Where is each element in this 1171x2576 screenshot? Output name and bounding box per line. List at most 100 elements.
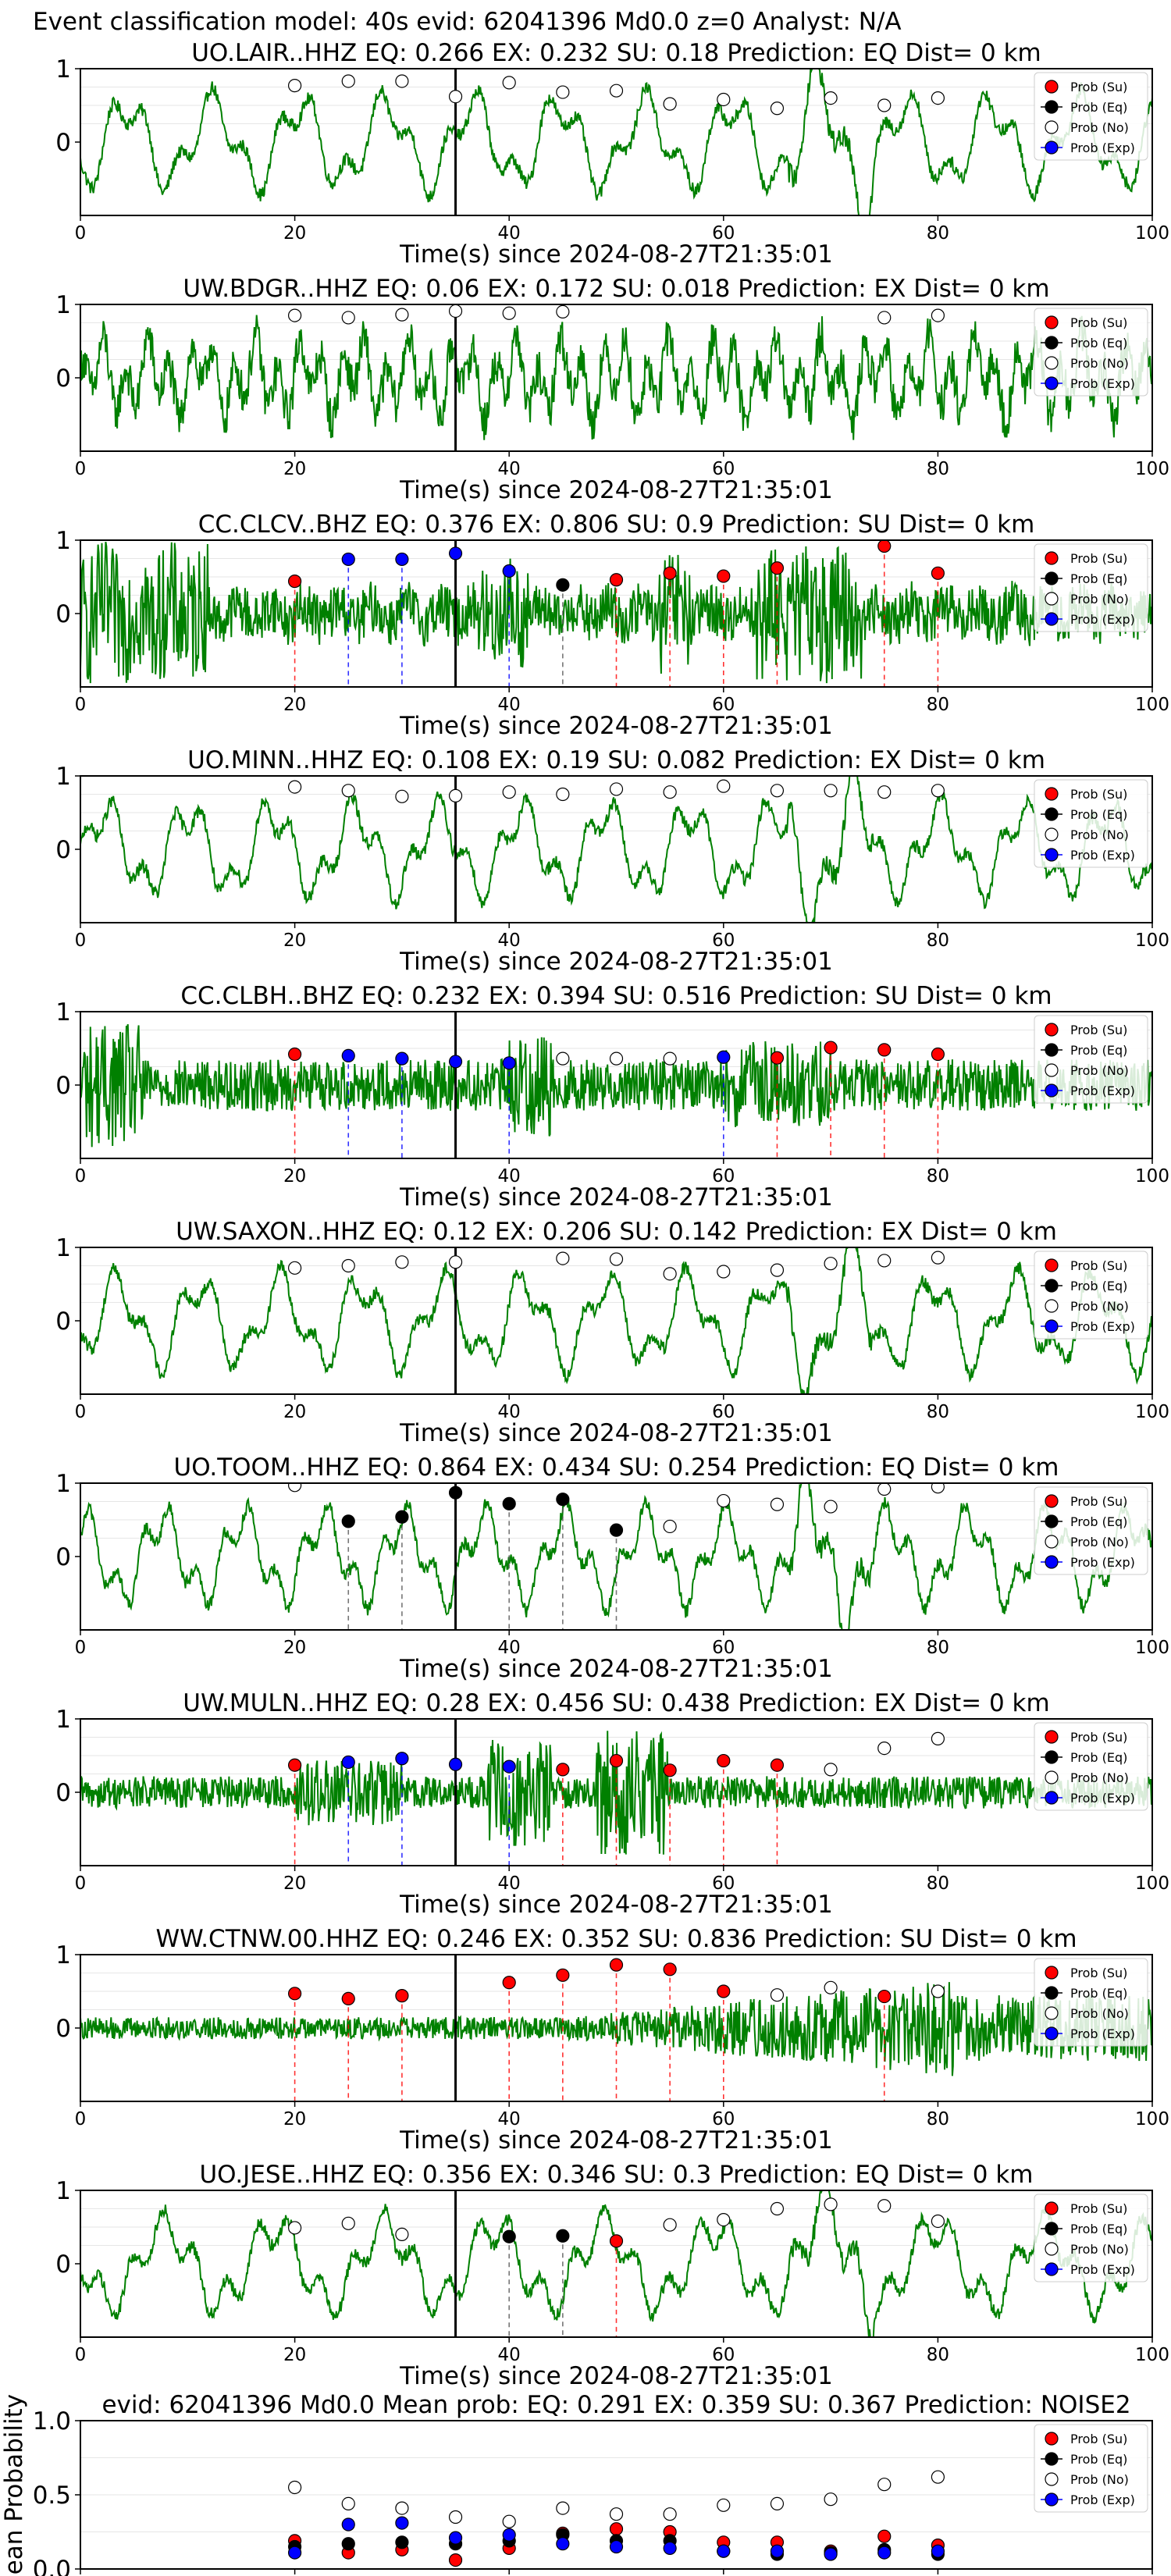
legend-marker-eq xyxy=(1045,571,1059,585)
x-tick-label: 60 xyxy=(712,1638,735,1658)
legend-box xyxy=(1034,2194,1148,2282)
mean-point-no xyxy=(770,2496,785,2510)
x-tick-label: 60 xyxy=(712,1166,735,1187)
legend-marker-exp xyxy=(1045,376,1059,390)
legend: Prob (Su) Prob (Eq) Prob (No) Prob (Exp) xyxy=(1034,1251,1148,1340)
x-tick-label: 20 xyxy=(283,1638,306,1658)
legend-marker-exp xyxy=(1045,2492,1059,2507)
legend-label: Prob (Eq) xyxy=(1070,1750,1127,1765)
mean-point-no xyxy=(877,2478,892,2492)
prob-point-su xyxy=(717,1753,731,1768)
prob-point-no xyxy=(824,1980,838,1994)
prob-point-su xyxy=(770,561,785,575)
prob-point-no xyxy=(824,1763,838,1777)
y-tick-label: 1 xyxy=(55,1234,71,1262)
prob-point-exp xyxy=(395,1752,409,1766)
x-tick-label: 40 xyxy=(498,2345,521,2365)
prob-point-su xyxy=(288,1758,302,1772)
legend-label: Prob (Exp) xyxy=(1070,2492,1135,2507)
legend-marker-no xyxy=(1045,2472,1059,2486)
y-tick-label: 0 xyxy=(55,836,71,864)
x-tick-label: 100 xyxy=(1135,459,1169,479)
waveform-trace xyxy=(80,776,1152,923)
x-tick-label: 80 xyxy=(927,459,949,479)
prob-point-no xyxy=(931,784,945,798)
legend-box xyxy=(1034,1015,1148,1104)
legend-marker-eq xyxy=(1045,1514,1059,1528)
prob-point-eq xyxy=(556,2229,570,2243)
legend-marker-no xyxy=(1045,1770,1059,1784)
mean-point-no xyxy=(341,2496,355,2510)
prob-point-no xyxy=(341,1258,355,1273)
prob-point-eq xyxy=(448,1485,463,1500)
plot-area xyxy=(80,1247,1152,1394)
panel-title: CC.CLBH..BHZ EQ: 0.232 EX: 0.394 SU: 0.5… xyxy=(180,982,1052,1010)
prob-point-exp xyxy=(717,1050,731,1064)
prob-point-eq xyxy=(609,1523,624,1537)
prob-point-no xyxy=(877,1254,892,1268)
legend-label: Prob (No) xyxy=(1070,827,1129,842)
panel-title: WW.CTNW.00.HHZ EQ: 0.246 EX: 0.352 SU: 0… xyxy=(155,1925,1077,1953)
x-tick-label: 40 xyxy=(498,459,521,479)
x-axis-label: Time(s) since 2024-08-27T21:35:01 xyxy=(399,2362,833,2390)
legend-label: Prob (No) xyxy=(1070,356,1129,371)
mean-point-no xyxy=(609,2507,624,2521)
legend-box xyxy=(1034,1722,1148,1811)
mean-point-no xyxy=(931,2470,945,2484)
x-tick-label: 60 xyxy=(712,2345,735,2365)
station-panel: UO.JESE..HHZ EQ: 0.356 EX: 0.346 SU: 0.3… xyxy=(55,2161,1169,2390)
legend-marker-eq xyxy=(1045,336,1059,350)
x-tick-label: 20 xyxy=(283,695,306,715)
x-axis-label: Time(s) since 2024-08-27T21:35:01 xyxy=(399,2126,833,2154)
legend: Prob (Su) Prob (Eq) Prob (No) Prob (Exp) xyxy=(1034,543,1148,632)
x-tick-label: 0 xyxy=(75,1166,87,1187)
legend-box xyxy=(1034,2424,1148,2513)
legend-label: Prob (Su) xyxy=(1070,1730,1127,1745)
axes-frame xyxy=(80,775,1153,923)
legend-label: Prob (Su) xyxy=(1070,1494,1127,1509)
x-tick-label: 100 xyxy=(1135,2109,1169,2129)
x-tick-label: 20 xyxy=(283,930,306,951)
x-tick-label: 40 xyxy=(498,1873,521,1894)
x-tick-label: 20 xyxy=(283,223,306,244)
x-tick-label: 40 xyxy=(498,1402,521,1422)
legend-marker-exp xyxy=(1045,1319,1059,1333)
prob-point-exp xyxy=(341,1755,355,1770)
prob-point-no xyxy=(395,1255,409,1269)
legend-marker-no xyxy=(1045,1299,1059,1313)
legend-label: Prob (Su) xyxy=(1070,787,1127,802)
station-panel: UO.MINN..HHZ EQ: 0.108 EX: 0.19 SU: 0.08… xyxy=(55,746,1169,976)
prob-point-no xyxy=(877,1742,892,1756)
prob-point-no xyxy=(770,784,785,798)
x-tick-label: 100 xyxy=(1135,695,1169,715)
x-tick-label: 60 xyxy=(712,930,735,951)
prob-point-no xyxy=(502,306,516,320)
x-tick-label: 100 xyxy=(1135,1166,1169,1187)
x-axis-label: Time(s) since 2024-08-27T21:35:01 xyxy=(399,1655,833,1683)
prob-point-no xyxy=(341,74,355,88)
legend-label: Prob (Eq) xyxy=(1070,1514,1127,1529)
legend-label: Prob (No) xyxy=(1070,592,1129,607)
y-tick-label: 0 xyxy=(55,1072,71,1100)
legend-label: Prob (No) xyxy=(1070,1535,1129,1550)
y-tick-label: 1 xyxy=(55,527,71,555)
legend: Prob (Su) Prob (Eq) Prob (No) Prob (Exp) xyxy=(1034,72,1148,161)
prob-point-su xyxy=(395,1989,409,2003)
mean-point-exp xyxy=(931,2544,945,2558)
x-tick-label: 80 xyxy=(927,695,949,715)
prob-point-su xyxy=(663,1962,677,1976)
plot-area xyxy=(80,776,1152,923)
panel-title: UW.MULN..HHZ EQ: 0.28 EX: 0.456 SU: 0.43… xyxy=(183,1689,1049,1717)
legend: Prob (Su) Prob (Eq) Prob (No) Prob (Exp) xyxy=(1034,1015,1148,1104)
legend-label: Prob (Su) xyxy=(1070,2201,1127,2216)
panels-container: UO.LAIR..HHZ EQ: 0.266 EX: 0.232 SU: 0.1… xyxy=(0,39,1169,2576)
y-tick-label: 1.0 xyxy=(33,2407,71,2435)
legend-label: Prob (Eq) xyxy=(1070,2222,1127,2236)
legend-label: Prob (Exp) xyxy=(1070,1083,1135,1098)
legend-marker-no xyxy=(1045,2242,1059,2256)
prob-point-no xyxy=(824,91,838,105)
x-tick-label: 80 xyxy=(927,1638,949,1658)
legend-label: Prob (Eq) xyxy=(1070,2452,1127,2467)
x-tick-label: 60 xyxy=(712,1402,735,1422)
x-tick-label: 0 xyxy=(75,2345,87,2365)
